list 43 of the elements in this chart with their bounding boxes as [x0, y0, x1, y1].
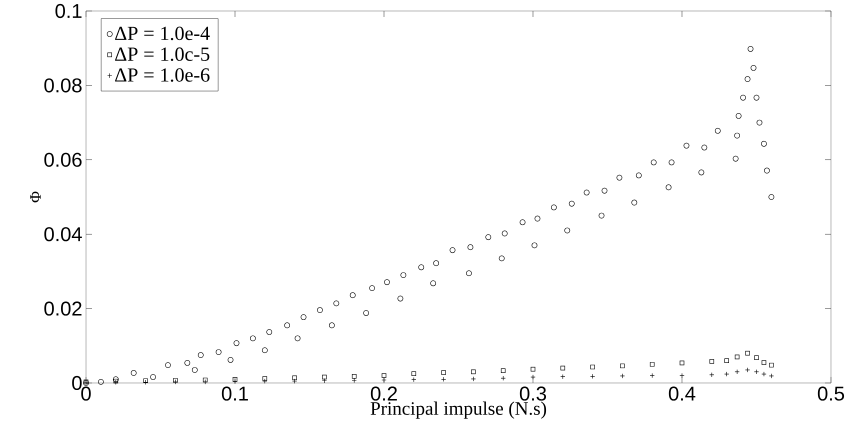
point — [292, 375, 297, 380]
x-tick-label: 0.3 — [520, 386, 546, 401]
point — [745, 350, 750, 356]
point — [560, 366, 566, 370]
point — [679, 373, 684, 378]
point — [761, 372, 766, 377]
legend-label: ΔP = 1.0e-4 — [115, 26, 210, 40]
y-tick-label: 0.02 — [44, 302, 82, 316]
point — [724, 358, 729, 363]
x-axis-title: Principal impulse (N.s) — [370, 402, 546, 419]
point — [762, 360, 766, 365]
point — [471, 370, 476, 374]
point — [650, 362, 654, 367]
point — [412, 371, 416, 376]
y-axis-title: Φ — [30, 192, 41, 202]
point — [745, 367, 750, 372]
point — [500, 368, 506, 374]
point — [322, 374, 327, 380]
y-tick-label: 0 — [72, 376, 82, 390]
y-tick-label: 0.08 — [44, 78, 82, 92]
point — [680, 360, 684, 366]
point — [620, 364, 625, 368]
point — [769, 362, 774, 368]
y-tick-label: 0.04 — [44, 227, 82, 242]
point — [232, 376, 238, 382]
y-tick-label: 0.06 — [44, 152, 82, 167]
point — [709, 359, 714, 364]
y-tick-label: 0.1 — [55, 4, 82, 18]
x-tick-label: 0.1 — [222, 386, 248, 401]
legend-label: ΔP = 1.0e-6 — [115, 68, 210, 82]
point — [734, 354, 740, 360]
x-tick-label: 0.4 — [668, 386, 696, 401]
x-tick-label: 0.2 — [370, 386, 397, 401]
point — [530, 366, 536, 372]
x-tick-label: 0.5 — [818, 386, 844, 401]
point — [590, 364, 595, 370]
point — [530, 374, 536, 380]
point — [352, 374, 356, 379]
x-tick-label: 0 — [81, 386, 91, 401]
point — [754, 355, 759, 360]
point — [262, 376, 268, 381]
point — [441, 370, 446, 375]
legend-label: ΔP = 1.0c-5 — [115, 47, 210, 62]
